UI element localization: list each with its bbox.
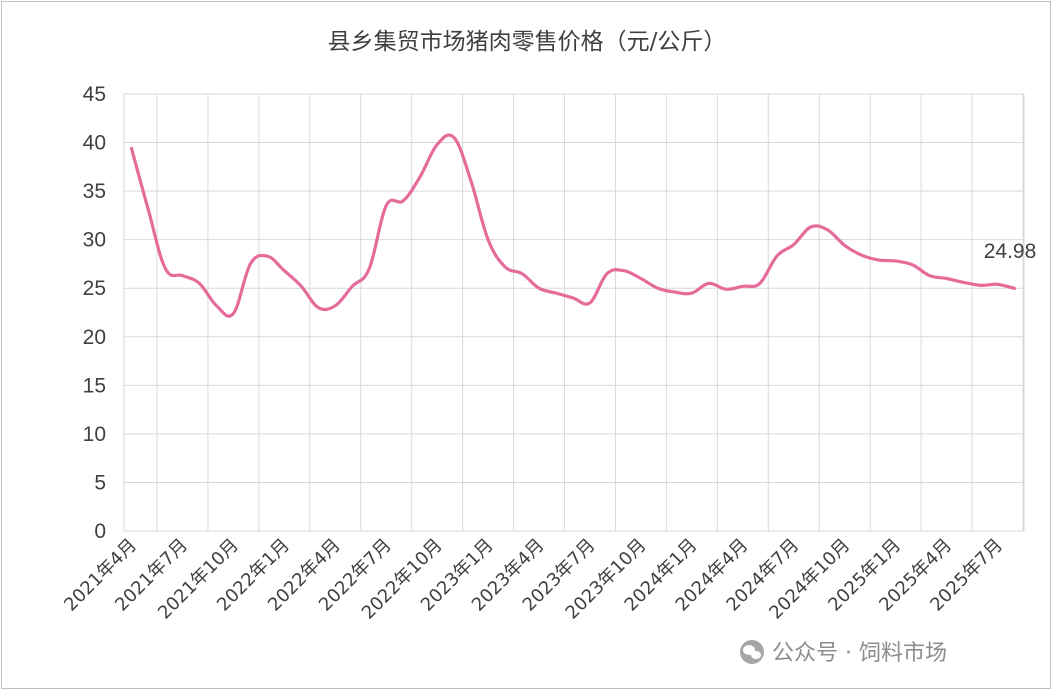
data-point xyxy=(707,282,710,285)
data-point xyxy=(334,304,337,307)
data-point xyxy=(962,281,965,284)
data-point xyxy=(911,263,914,266)
y-tick-label: 30 xyxy=(83,229,106,252)
y-tick-label: 10 xyxy=(83,423,106,446)
gridlines xyxy=(123,93,1025,532)
data-point xyxy=(979,284,982,287)
data-point xyxy=(843,244,846,247)
y-tick-label: 5 xyxy=(94,471,106,494)
data-point xyxy=(656,287,659,290)
data-point xyxy=(606,272,609,275)
end-value-label: 24.98 xyxy=(984,240,1037,263)
data-point xyxy=(673,291,676,294)
data-point xyxy=(147,209,150,212)
y-tick-label: 40 xyxy=(83,132,106,155)
data-point xyxy=(538,287,541,290)
y-tick-label: 0 xyxy=(94,520,106,543)
wechat-icon xyxy=(740,640,764,664)
data-point xyxy=(639,277,642,280)
data-point xyxy=(826,229,829,232)
data-point xyxy=(809,226,812,229)
data-point xyxy=(351,285,354,288)
data-point xyxy=(877,259,880,262)
y-tick-label: 15 xyxy=(83,374,106,397)
data-point xyxy=(945,277,948,280)
data-point xyxy=(232,312,235,315)
y-tick-label: 20 xyxy=(83,326,106,349)
data-point xyxy=(249,262,252,265)
chart-title: 县乡集贸市场猪肉零售价格（元/公斤） xyxy=(328,29,727,55)
watermark: 公众号 · 饲料市场 xyxy=(740,640,947,666)
watermark-text: 公众号 · 饲料市场 xyxy=(772,641,947,666)
data-point xyxy=(266,255,269,258)
data-point xyxy=(572,296,575,299)
data-point xyxy=(470,180,473,183)
y-tick-label: 45 xyxy=(83,83,106,106)
data-point xyxy=(385,204,388,207)
data-point xyxy=(419,175,422,178)
data-point xyxy=(1013,287,1016,290)
data-point xyxy=(690,292,693,295)
x-axis-ticks: 2021年4月2021年7月2021年10月2022年1月2022年4月2022… xyxy=(60,535,1007,624)
data-point xyxy=(436,143,439,146)
y-tick-label: 35 xyxy=(83,180,106,203)
data-point xyxy=(775,255,778,258)
data-point xyxy=(589,301,592,304)
data-point xyxy=(741,285,744,288)
data-point xyxy=(996,283,999,286)
data-point xyxy=(215,304,218,307)
data-point xyxy=(521,272,524,275)
data-point xyxy=(317,306,320,309)
data-point xyxy=(181,274,184,277)
data-point xyxy=(758,282,761,285)
data-point xyxy=(283,269,286,272)
data-point xyxy=(724,288,727,291)
data-point xyxy=(504,265,507,268)
data-point xyxy=(300,285,303,288)
data-point xyxy=(402,199,405,202)
y-axis-ticks: 0 5 10 15 20 25 30 35 40 45 xyxy=(83,83,106,543)
data-point xyxy=(130,147,133,150)
data-point xyxy=(198,282,201,285)
data-point xyxy=(555,292,558,295)
price-series-line xyxy=(129,133,1017,318)
data-point xyxy=(792,243,795,246)
data-point xyxy=(368,267,371,270)
data-point xyxy=(622,269,625,272)
data-point xyxy=(894,260,897,263)
data-point xyxy=(928,274,931,277)
data-point xyxy=(164,267,167,270)
data-point xyxy=(487,238,490,241)
y-tick-label: 25 xyxy=(83,277,106,300)
data-point xyxy=(453,136,456,139)
data-point xyxy=(860,254,863,257)
